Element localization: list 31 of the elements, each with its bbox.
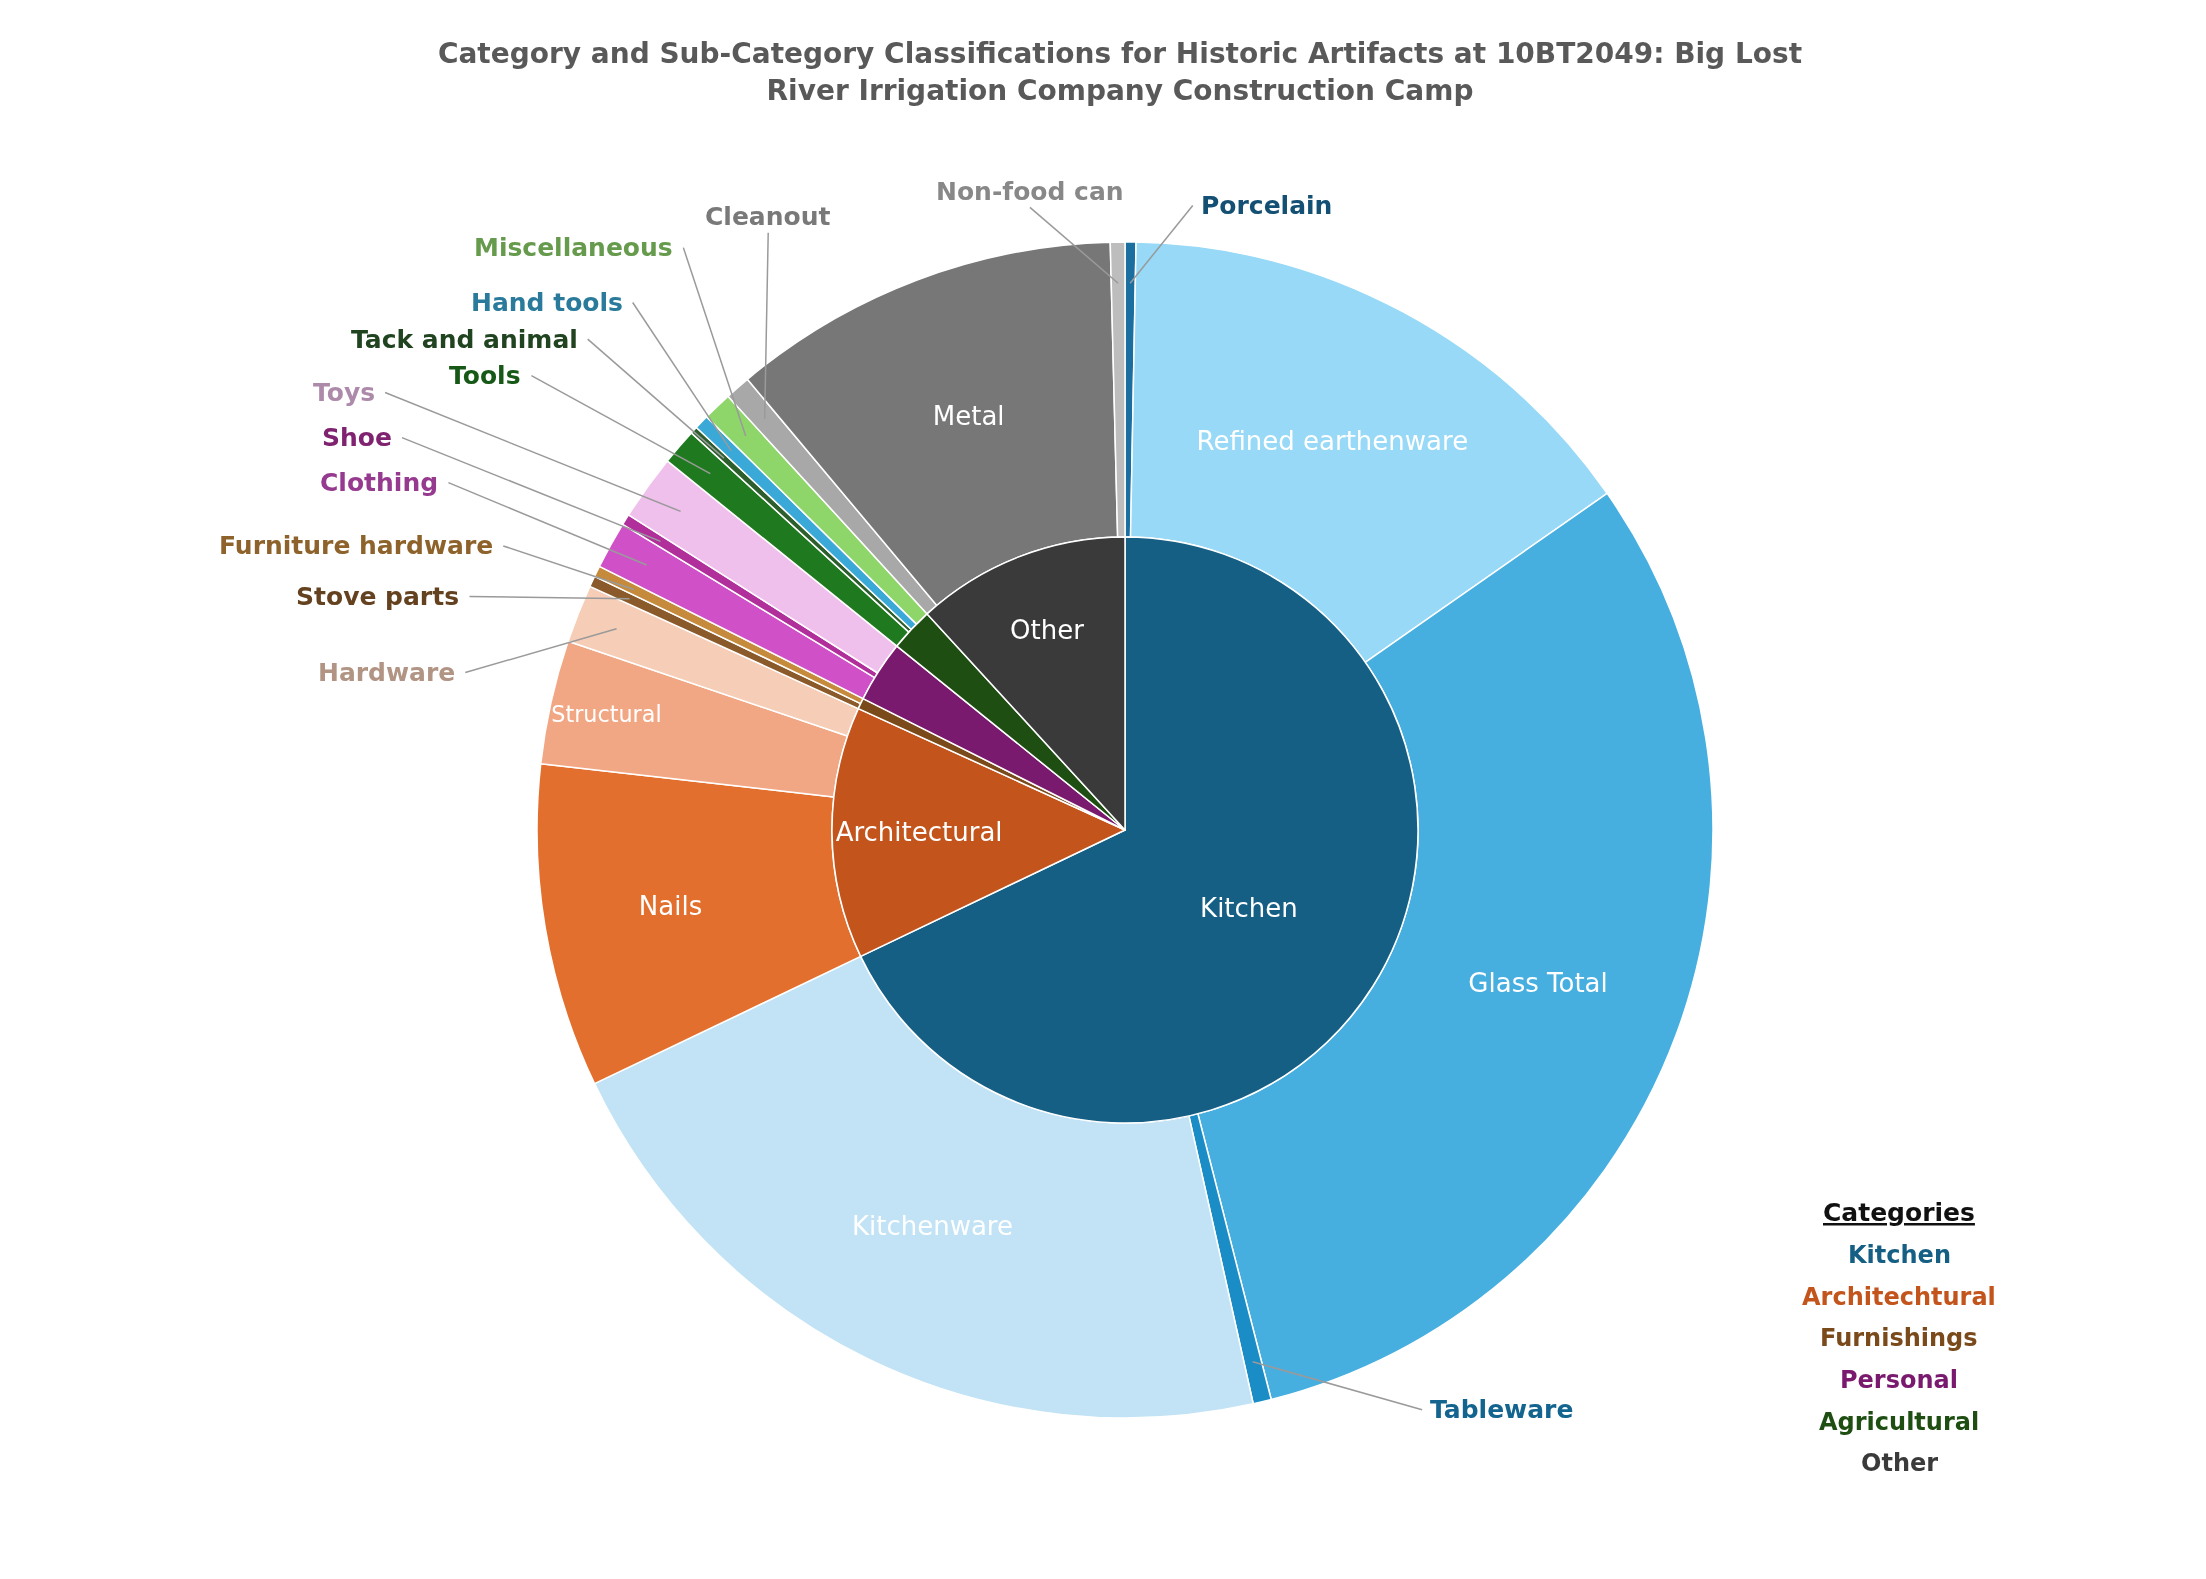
chart-title: Category and Sub-Category Classifications for Historic Artifacts at 10BT2049: Big Lost River Irrigation Company Construction Camp bbox=[437, 37, 1803, 107]
slice-label: Nails bbox=[638, 891, 703, 922]
slice-label: Glass Total bbox=[1468, 968, 1608, 999]
slice-label: Other bbox=[1010, 614, 1085, 645]
slice-label: Structural bbox=[551, 700, 662, 727]
text: Agricultural bbox=[1819, 1408, 1980, 1436]
slice-label: Stove parts bbox=[296, 582, 460, 611]
text: Architechtural bbox=[1802, 1283, 1996, 1311]
slice-label: Kitchenware bbox=[851, 1211, 1013, 1242]
slice-label: Refined earthenware bbox=[1196, 426, 1469, 457]
slice-label: Porcelain bbox=[1201, 191, 1333, 220]
slice-label: Tools bbox=[449, 361, 521, 390]
slice-label: Hardware bbox=[318, 658, 456, 687]
text: Kitchen bbox=[1848, 1241, 1951, 1269]
slice-label: Shoe bbox=[322, 423, 392, 452]
slice-label: Clothing bbox=[320, 468, 439, 497]
slice-label: Tableware bbox=[1430, 1395, 1574, 1424]
slice-label: Furniture hardware bbox=[219, 531, 494, 560]
slice-label: Toys bbox=[313, 378, 376, 407]
slice-label: Cleanout bbox=[705, 202, 831, 231]
slice-label: Metal bbox=[932, 401, 1005, 432]
slice-label: Tack and animal bbox=[351, 325, 578, 354]
legend-title: Categories bbox=[1823, 1198, 1975, 1227]
slice-label: Kitchen bbox=[1200, 893, 1298, 924]
slice-label: Hand tools bbox=[471, 288, 623, 317]
text: Other bbox=[1861, 1449, 1939, 1477]
text: Personal bbox=[1840, 1366, 1958, 1394]
slice-label: Architectural bbox=[835, 816, 1003, 847]
slice-label: Miscellaneous bbox=[474, 233, 673, 262]
slice-label: Non-food can bbox=[936, 177, 1124, 206]
text: Furnishings bbox=[1820, 1324, 1978, 1352]
